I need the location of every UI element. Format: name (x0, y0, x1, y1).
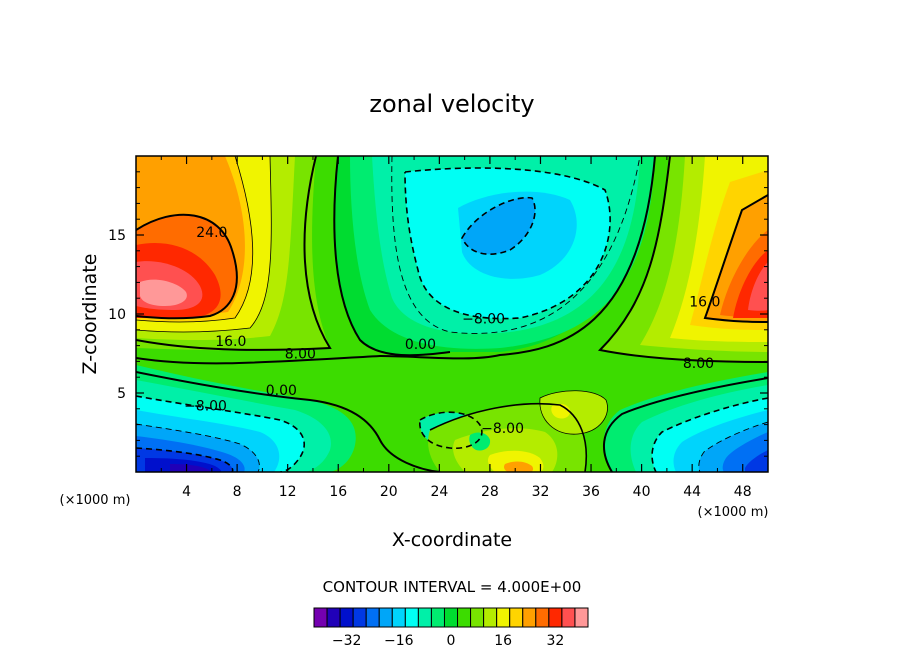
x-tick-label: 28 (481, 484, 499, 500)
contour-label: 16.0 (689, 294, 720, 310)
contour-line (651, 397, 768, 472)
x-tick-label: 32 (532, 484, 550, 500)
field-band (745, 450, 768, 472)
x-tick-label: 12 (279, 484, 297, 500)
contour-line (404, 167, 611, 320)
colorbar-swatch (561, 607, 576, 628)
contour-line (461, 196, 536, 256)
contour-label: −8.00 (184, 399, 227, 415)
colorbar-swatch (483, 607, 498, 628)
colorbar-swatch (391, 607, 406, 628)
contour-labels: 24.0 16.0 8.00 0.00 −8.00 0.00 −8.00 −8.00 16.0 8… (184, 225, 720, 437)
x-unit-right: (×1000 m) (698, 505, 769, 520)
contour-line (597, 156, 768, 363)
colorbar-swatch (378, 607, 393, 628)
x-tick-label: 8 (233, 484, 242, 500)
x-tick-label: 20 (380, 484, 398, 500)
field-band (462, 197, 536, 255)
contour-line (136, 423, 260, 472)
z-tick-label: 15 (108, 228, 126, 244)
colorbar-swatch (404, 607, 419, 628)
colorbar-swatch (352, 607, 367, 628)
colorbar-tick-label: −16 (384, 633, 414, 649)
contour-label: 16.0 (215, 334, 246, 350)
colorbar-swatch (522, 607, 537, 628)
contour-label: 8.00 (683, 356, 714, 372)
z-axis-label: Z-coordinate (79, 254, 101, 375)
colorbar-swatch (339, 607, 354, 628)
z-tick-label: 5 (117, 386, 126, 402)
field-band (170, 464, 212, 472)
colorbar-tick-label: −32 (332, 633, 362, 649)
x-tick-label: 4 (182, 484, 191, 500)
colorbar-swatch (365, 607, 380, 628)
contour-interval-text: CONTOUR INTERVAL = 4.000E+00 (323, 578, 582, 596)
colorbar-tick-label: 16 (494, 633, 512, 649)
plot-area: 24.0 16.0 8.00 0.00 −8.00 0.00 −8.00 −8.00 16.0 8… (136, 156, 768, 472)
colorbar-swatch (470, 607, 485, 628)
contour-line (136, 156, 272, 333)
colorbar-swatch (417, 607, 432, 628)
colorbar-tick-label: 0 (447, 633, 456, 649)
contour-lines (136, 156, 768, 472)
field-band (469, 432, 491, 451)
chart-title: zonal velocity (369, 90, 534, 118)
field-band (539, 390, 608, 435)
contour-line (429, 402, 588, 472)
contour-line (419, 411, 483, 450)
contour-line (698, 421, 768, 472)
contour-line (333, 156, 451, 357)
contour-label: 24.0 (196, 225, 227, 241)
contour-line (136, 156, 254, 323)
contour-line (136, 371, 441, 472)
contour-line (602, 377, 768, 472)
field-band (140, 279, 187, 306)
colorbar-swatch (496, 607, 511, 628)
colorbar-swatch (574, 607, 589, 628)
field-band (504, 461, 534, 472)
colorbar-swatch (443, 607, 459, 628)
colorbar-swatch (326, 607, 341, 628)
contour-line (539, 390, 608, 435)
contour-line (136, 156, 656, 365)
x-tick-label: 44 (683, 484, 701, 500)
x-tick-label: 16 (329, 484, 347, 500)
contour-line (136, 447, 234, 472)
z-tick-label: 10 (108, 307, 126, 323)
colorbar-tick-label: 32 (546, 633, 564, 649)
colorbar-swatch (509, 607, 524, 628)
contour-label: −8.00 (462, 312, 505, 328)
colorbar-swatch (457, 607, 472, 628)
contour-label: 0.00 (266, 383, 297, 399)
contour-label: 8.00 (285, 347, 316, 363)
colorbar-swatch (430, 607, 445, 628)
x-tick-label: 36 (582, 484, 600, 500)
contour-lines-negative (136, 156, 768, 472)
colorbar-swatch (548, 607, 563, 628)
contour-line (703, 194, 768, 323)
x-axis-label: X-coordinate (392, 529, 512, 551)
field-band (748, 262, 768, 311)
x-tick-label: 40 (633, 484, 651, 500)
contour-label: 0.00 (405, 337, 436, 353)
contour-line (136, 395, 305, 472)
colorbar-swatch (313, 607, 328, 628)
z-axis-ticks: 5 10 15 (108, 171, 768, 457)
colorbar-swatch (535, 607, 550, 628)
colorbar: −32 −16 0 16 32 (313, 607, 589, 649)
x-unit-left: (×1000 m) (60, 493, 131, 508)
contour-line (136, 156, 332, 351)
contour-line (136, 213, 238, 320)
x-tick-label: 48 (734, 484, 752, 500)
x-tick-label: 24 (430, 484, 448, 500)
x-axis-ticks: 4 8 12 16 20 24 28 32 36 40 44 48 (160, 156, 752, 500)
contour-label: −8.00 (481, 421, 524, 437)
